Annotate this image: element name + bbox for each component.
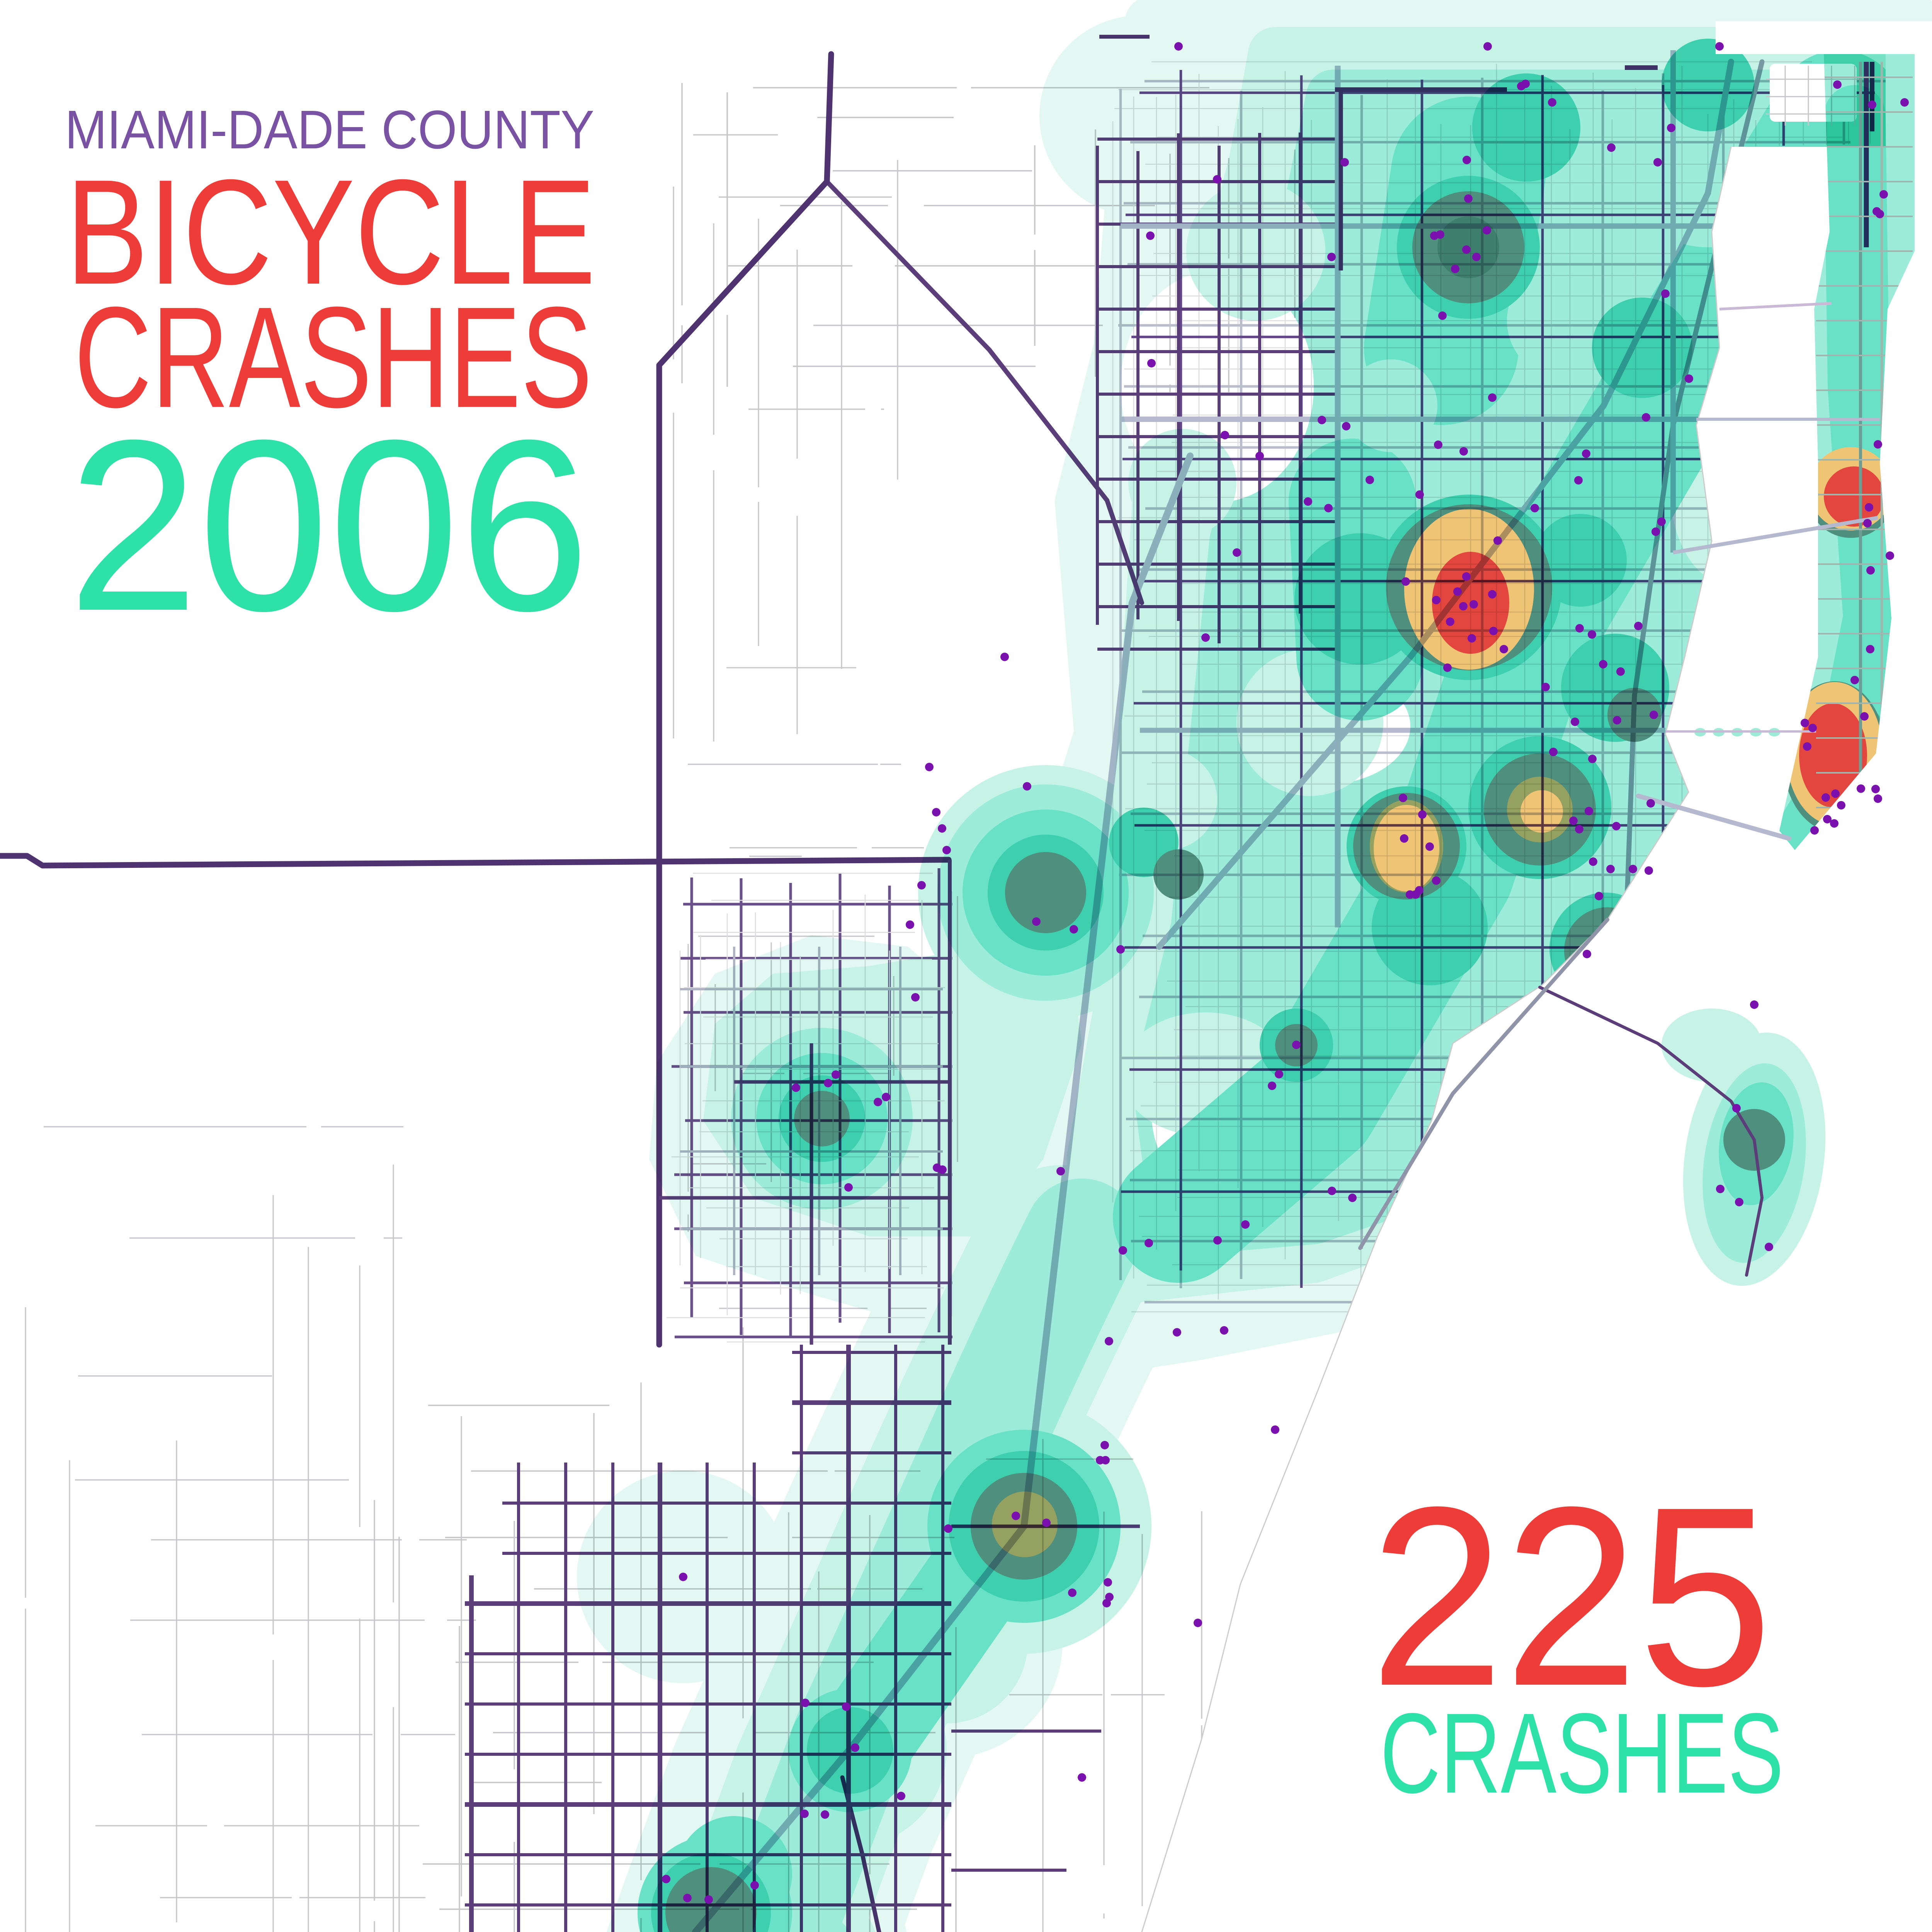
svg-text:BICYCLE: BICYCLE	[66, 149, 596, 316]
svg-text:225: 225	[1370, 1454, 1772, 1739]
svg-text:CRASHES: CRASHES	[1380, 1689, 1784, 1817]
svg-text:MIAMI-DADE COUNTY: MIAMI-DADE COUNTY	[65, 99, 594, 160]
svg-text:2006: 2006	[68, 389, 590, 662]
svg-text:CRASHES: CRASHES	[74, 277, 592, 437]
